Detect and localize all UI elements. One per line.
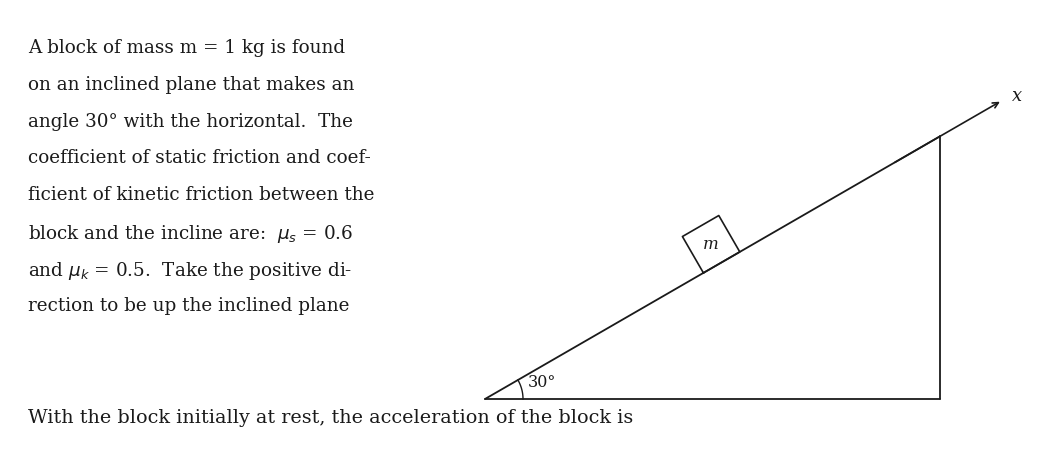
Text: With the block initially at rest, the acceleration of the block is: With the block initially at rest, the ac… [28, 409, 633, 427]
Text: and $\mu_k$ = 0.5.  Take the positive di-: and $\mu_k$ = 0.5. Take the positive di- [28, 260, 352, 282]
Text: m: m [703, 236, 719, 253]
Text: 30°: 30° [527, 374, 555, 391]
Text: A block of mass m = 1 kg is found: A block of mass m = 1 kg is found [28, 39, 345, 57]
Text: rection to be up the inclined plane: rection to be up the inclined plane [28, 297, 350, 315]
Text: ficient of kinetic friction between the: ficient of kinetic friction between the [28, 186, 375, 204]
Text: angle 30° with the horizontal.  The: angle 30° with the horizontal. The [28, 113, 353, 130]
Text: coefficient of static friction and coef-: coefficient of static friction and coef- [28, 149, 371, 167]
Text: block and the incline are:  $\mu_s$ = 0.6: block and the incline are: $\mu_s$ = 0.6 [28, 223, 353, 245]
Text: on an inclined plane that makes an: on an inclined plane that makes an [28, 76, 354, 94]
Text: x: x [1012, 87, 1022, 106]
